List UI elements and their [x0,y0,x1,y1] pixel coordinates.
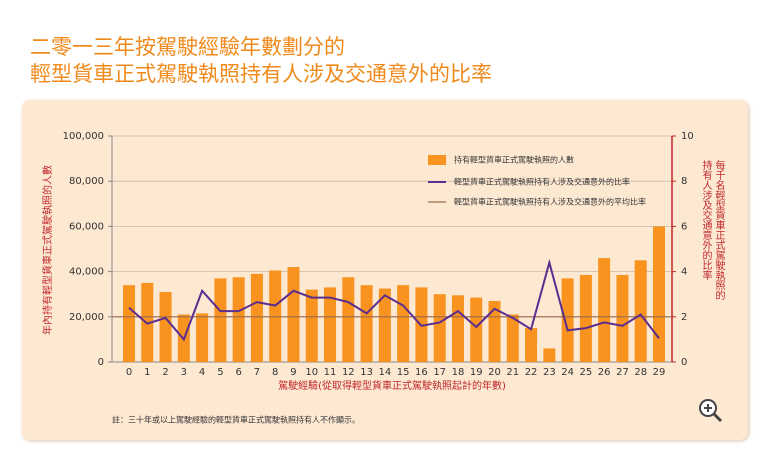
bar [616,274,629,362]
x-tick-label: 19 [470,367,483,378]
y-tick-label: 20,000 [69,312,104,323]
legend-label: 持有輕型貨車正式駕駛執照的人數 [454,155,574,165]
bar [653,226,665,362]
y-tick-label: 100,000 [63,131,104,142]
y2-tick-label: 10 [681,131,694,142]
chart-panel [22,100,748,440]
bar [598,258,611,362]
y2-tick-label: 0 [681,357,687,368]
x-tick-label: 4 [199,367,205,378]
x-tick-label: 5 [217,367,223,378]
bar [543,348,556,362]
x-tick-label: 1 [144,367,150,378]
bar [159,291,172,362]
bar [451,295,464,362]
y-tick-label: 60,000 [69,221,104,232]
bar [214,278,227,362]
legend-swatch [428,155,446,165]
bar [433,294,446,362]
bar [397,285,410,362]
x-tick-label: 16 [415,367,428,378]
x-tick-label: 24 [561,367,574,378]
x-tick-label: 17 [433,367,446,378]
x-tick-label: 12 [342,367,355,378]
title-line: 二零一三年按駕駛經驗年數劃分的 [30,35,345,59]
bar [634,260,647,362]
x-tick-label: 9 [290,367,296,378]
y-tick-label: 40,000 [69,267,104,278]
x-tick-label: 14 [378,367,391,378]
legend-label: 輕型貨車正式駕駛執照持有人涉及交通意外的平均比率 [454,197,646,207]
x-tick-label: 7 [254,367,260,378]
bar [378,288,391,362]
y2-tick-label: 2 [681,312,687,323]
x-tick-label: 25 [580,367,593,378]
x-tick-label: 29 [653,367,666,378]
bar [525,328,538,362]
y-axis-title: 年內持有輕型貨車正式駕駛執照的人數 [41,165,54,335]
bar [324,287,337,362]
x-axis-title: 駕駛經驗(從取得輕型貨車正式駕駛執照起計的年數) [278,379,506,392]
x-tick-label: 27 [616,367,629,378]
y2-title-line: 每千名輕型貨車正式駕駛執照的 [713,160,724,300]
bar [250,273,263,362]
y-tick-label: 80,000 [69,176,104,187]
x-tick-label: 3 [181,367,187,378]
title-line: 輕型貨車正式駕駛執照持有人涉及交通意外的比率 [30,62,492,86]
y2-tick-label: 8 [681,176,687,187]
x-tick-label: 11 [324,367,337,378]
footnote: 註：三十年或以上駕駛經驗的輕型貨車正式駕駛執照持有人不作顯示。 [112,415,360,425]
zoom-icon[interactable] [699,399,723,423]
y2-tick-label: 4 [681,267,687,278]
bar [579,274,592,362]
y-tick-label: 0 [98,357,104,368]
zoom-handle[interactable] [712,412,723,423]
x-tick-label: 8 [272,367,278,378]
x-tick-label: 15 [397,367,410,378]
y2-title-line: 持有人涉及交通意外的比率 [700,160,711,280]
bar [232,277,245,362]
x-tick-label: 0 [126,367,132,378]
x-tick-label: 20 [488,367,501,378]
y2-tick-label: 6 [681,221,687,232]
bar [561,278,574,362]
line-series [128,258,660,342]
x-tick-label: 28 [634,367,647,378]
bar [506,314,519,362]
bar [470,297,483,362]
legend-label: 輕型貨車正式駕駛執照持有人涉及交通意外的比率 [454,177,630,187]
bar [287,267,300,362]
y2-axis-title: 每千名輕型貨車正式駕駛執照的 持有人涉及交通意外的比率 [699,160,725,350]
x-tick-label: 13 [360,367,373,378]
x-tick-label: 22 [525,367,538,378]
x-tick-label: 23 [543,367,556,378]
bar [305,289,318,362]
x-tick-label: 2 [162,367,168,378]
x-tick-label: 21 [506,367,519,378]
x-tick-label: 10 [305,367,318,378]
x-tick-label: 18 [452,367,465,378]
bar [196,313,209,362]
bar [360,285,373,362]
x-tick-label: 6 [235,367,241,378]
x-tick-label: 26 [598,367,611,378]
chart-title: 二零一三年按駕駛經驗年數劃分的 輕型貨車正式駕駛執照持有人涉及交通意外的比率 [30,34,492,88]
bar [342,277,355,362]
bar [123,285,135,362]
